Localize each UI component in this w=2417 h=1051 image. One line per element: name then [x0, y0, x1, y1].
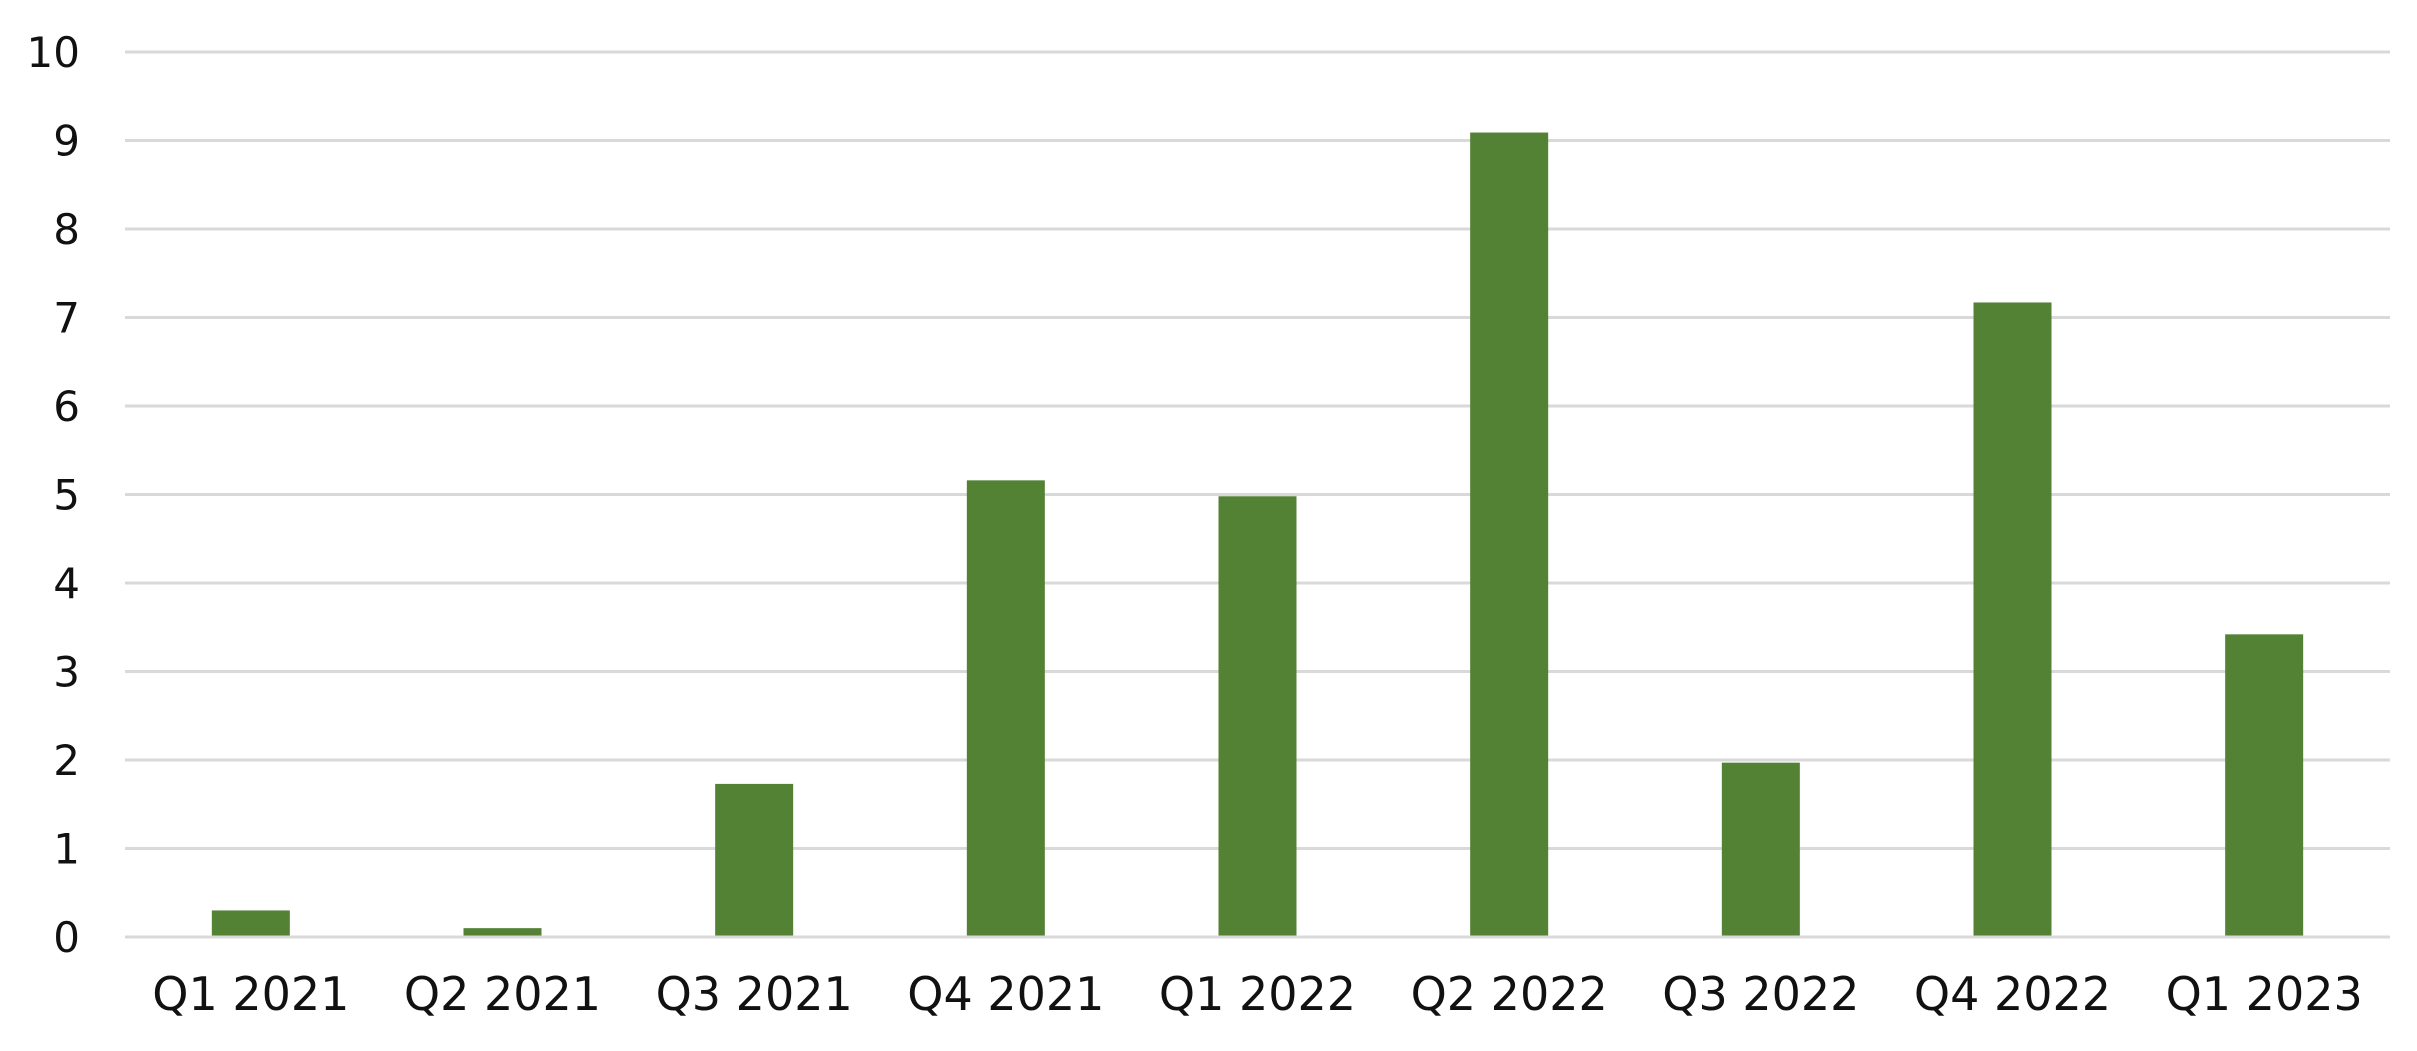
bar-q4-2022 [1973, 302, 2052, 938]
y-tick-label: 8 [53, 205, 80, 254]
y-tick-label: 6 [53, 382, 80, 431]
bar-q3-2022 [1721, 762, 1800, 937]
x-tick-label: Q1 2023 [2166, 967, 2363, 1021]
y-tick-label: 2 [53, 736, 80, 785]
y-axis-tick-labels: 0 1 2 3 4 5 6 7 8 9 10 [27, 28, 80, 962]
bar-q2-2021 [463, 928, 542, 937]
bars [211, 132, 2304, 938]
x-tick-label: Q2 2021 [404, 967, 601, 1021]
bar-q1-2022 [1218, 496, 1297, 937]
y-tick-label: 5 [53, 471, 80, 520]
bar-q2-2022 [1470, 132, 1549, 937]
y-tick-label: 4 [53, 559, 80, 608]
gridlines [125, 50, 2390, 850]
x-tick-label: Q4 2022 [1914, 967, 2111, 1021]
y-tick-label: 1 [53, 825, 80, 874]
y-tick-label: 7 [53, 294, 80, 343]
bar-q1-2023 [2225, 634, 2304, 937]
x-tick-label: Q1 2022 [1159, 967, 1356, 1021]
y-tick-label: 10 [27, 28, 80, 77]
x-tick-label: Q3 2021 [656, 967, 853, 1021]
x-tick-label: Q1 2021 [152, 967, 349, 1021]
y-tick-label: 3 [53, 648, 80, 697]
bar-q3-2021 [715, 783, 794, 937]
x-tick-label: Q2 2022 [1411, 967, 1608, 1021]
y-tick-label: 9 [53, 117, 80, 166]
x-axis-tick-labels: Q1 2021 Q2 2021 Q3 2021 Q4 2021 Q1 2022 Q2 20… [152, 967, 2363, 1021]
x-tick-label: Q3 2022 [1662, 967, 1859, 1021]
bar-q1-2021 [211, 910, 290, 937]
bar-q4-2021 [966, 480, 1045, 937]
x-tick-label: Q4 2021 [907, 967, 1104, 1021]
y-tick-label: 0 [53, 913, 80, 962]
